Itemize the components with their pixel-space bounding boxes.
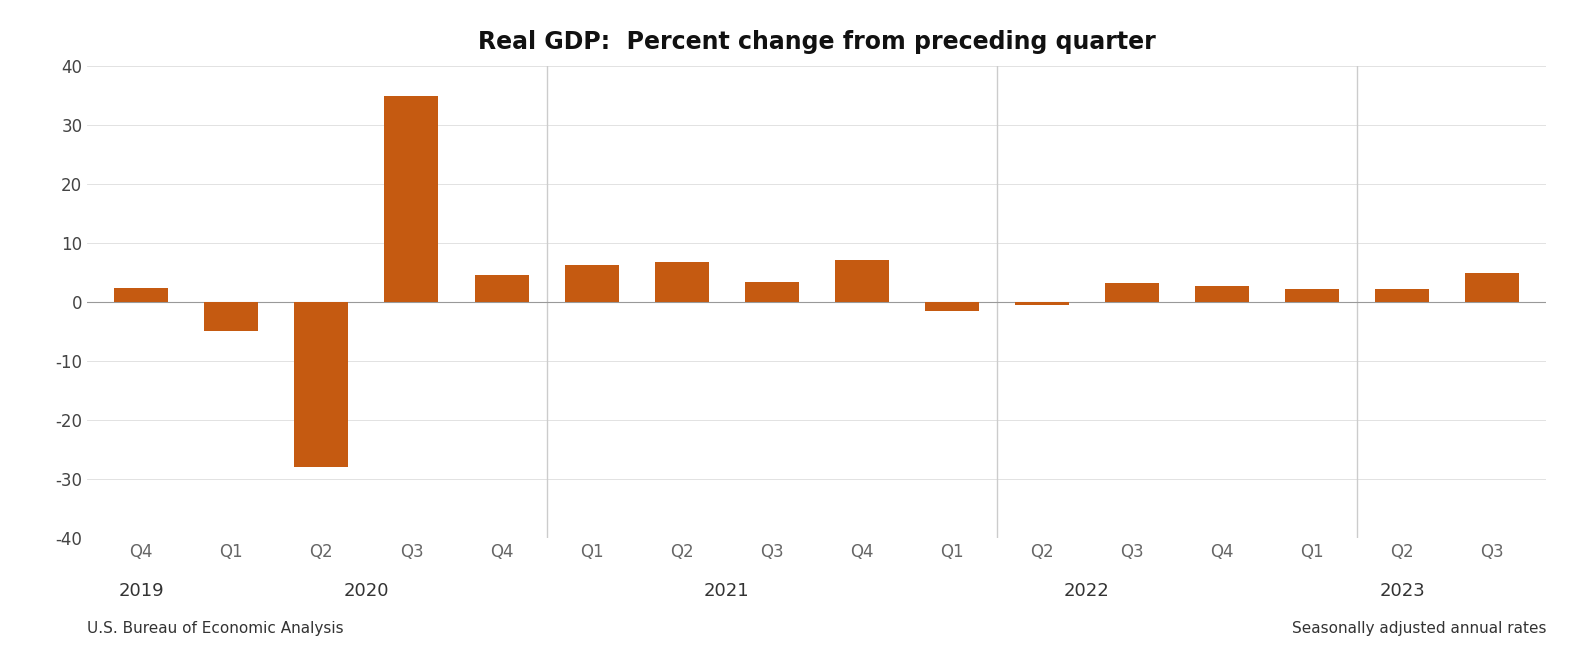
Bar (1105, 283, 1159, 302)
Bar (565, 264, 619, 302)
Bar (1015, 302, 1069, 305)
Bar (114, 287, 168, 302)
Text: 2022: 2022 (1064, 583, 1110, 600)
Bar (295, 302, 349, 467)
Bar (384, 96, 438, 302)
Text: 2020: 2020 (344, 583, 389, 600)
Bar (655, 262, 709, 302)
Text: U.S. Bureau of Economic Analysis: U.S. Bureau of Economic Analysis (87, 621, 344, 636)
Text: 2021: 2021 (704, 583, 750, 600)
Bar (474, 276, 528, 302)
Text: 2019: 2019 (119, 583, 163, 600)
Bar (834, 260, 888, 302)
Bar (745, 281, 799, 302)
Text: 2023: 2023 (1380, 583, 1426, 600)
Bar (205, 302, 259, 331)
Title: Real GDP:  Percent change from preceding quarter: Real GDP: Percent change from preceding … (477, 30, 1156, 54)
Bar (1375, 289, 1429, 302)
Bar (1196, 287, 1250, 302)
Text: Seasonally adjusted annual rates: Seasonally adjusted annual rates (1293, 621, 1546, 636)
Bar (1285, 289, 1339, 302)
Bar (1465, 273, 1519, 302)
Bar (925, 302, 979, 311)
